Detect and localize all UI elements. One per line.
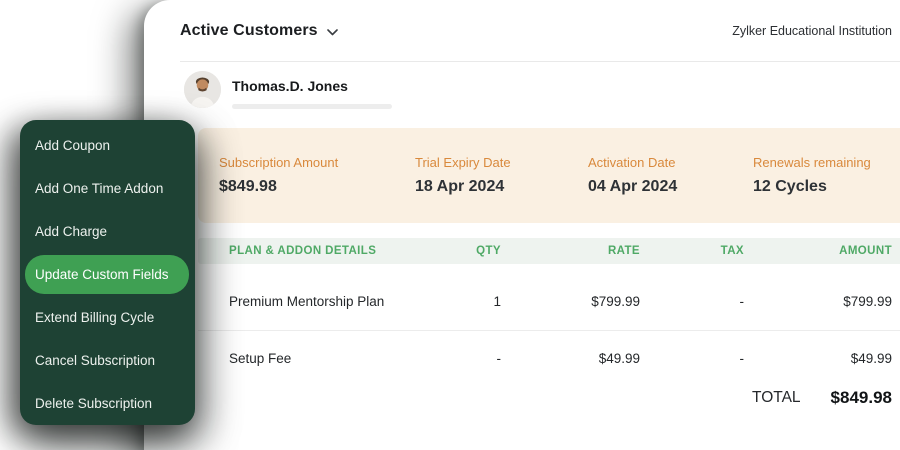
menu-item-add-coupon[interactable]: Add Coupon [35,138,111,153]
rate-cell: $49.99 [598,350,640,366]
field-label: Subscription Amount [219,155,339,170]
main-panel: Active Customers Zylker Educational Inst… [144,0,900,450]
total-label: TOTAL [752,389,801,406]
plan-name-cell: Setup Fee [229,350,292,366]
amount-cell: $49.99 [850,350,892,366]
field-label: Trial Expiry Date [415,155,511,170]
menu-item-delete-subscription[interactable]: Delete Subscription [35,396,153,411]
field-value: 18 Apr 2024 [415,178,505,195]
person-photo-icon [184,71,221,108]
customer-name-block: Thomas.D. Jones [232,71,392,109]
organization-name: Zylker Educational Institution [732,23,892,38]
plan-name-cell: Premium Mentorship Plan [229,293,385,309]
field-label: Renewals remaining [753,155,871,170]
plan-addon-table: PLAN & ADDON DETAILS QTY RATE TAX AMOUNT… [198,238,900,408]
table-header-row: PLAN & ADDON DETAILS QTY RATE TAX AMOUNT [198,238,900,264]
summary-field: Activation Date 04 Apr 2024 [588,155,753,196]
column-header: QTY [476,245,501,257]
table-row: Premium Mentorship Plan 1 $799.99 - $799… [198,264,900,331]
subscription-summary-band: Subscription Amount $849.98 Trial Expiry… [198,128,900,223]
avatar [184,71,221,108]
tax-cell: - [739,350,745,366]
column-header: RATE [607,245,640,257]
field-value: 04 Apr 2024 [588,178,678,195]
menu-item-extend-billing-cycle[interactable]: Extend Billing Cycle [35,310,155,325]
menu-item-add-charge[interactable]: Add Charge [35,224,108,239]
field-label: Activation Date [588,155,676,170]
column-header: AMOUNT [839,245,892,257]
customer-summary: Thomas.D. Jones [184,71,392,109]
menu-item-cancel-subscription[interactable]: Cancel Subscription [35,353,156,368]
active-customers-dropdown[interactable]: Active Customers [180,22,338,40]
total-row: TOTAL $849.98 [198,388,900,408]
subscription-context-menu: Add Coupon Add One Time Addon Add Charge… [20,120,195,425]
summary-field: Renewals remaining 12 Cycles [753,155,900,196]
tax-cell: - [739,293,745,309]
total-value: $849.98 [830,388,892,407]
amount-cell: $799.99 [843,293,892,309]
summary-field: Subscription Amount $849.98 [219,155,415,196]
page-title: Active Customers [180,21,318,39]
placeholder-bar [232,104,392,109]
field-value: 12 Cycles [753,178,827,195]
summary-field: Trial Expiry Date 18 Apr 2024 [415,155,588,196]
field-value: $849.98 [219,178,277,195]
qty-cell: - [496,350,502,366]
column-header: TAX [720,245,744,257]
table-row: Setup Fee - $49.99 - $49.99 [198,331,900,377]
column-header: PLAN & ADDON DETAILS [229,245,377,257]
qty-cell: 1 [493,293,501,309]
menu-item-update-custom-fields[interactable]: Update Custom Fields [25,255,189,294]
rate-cell: $799.99 [591,293,640,309]
menu-item-add-one-time-addon[interactable]: Add One Time Addon [35,181,164,196]
panel-header: Active Customers Zylker Educational Inst… [180,0,900,62]
chevron-down-icon[interactable] [326,28,338,36]
customer-name: Thomas.D. Jones [232,78,348,94]
